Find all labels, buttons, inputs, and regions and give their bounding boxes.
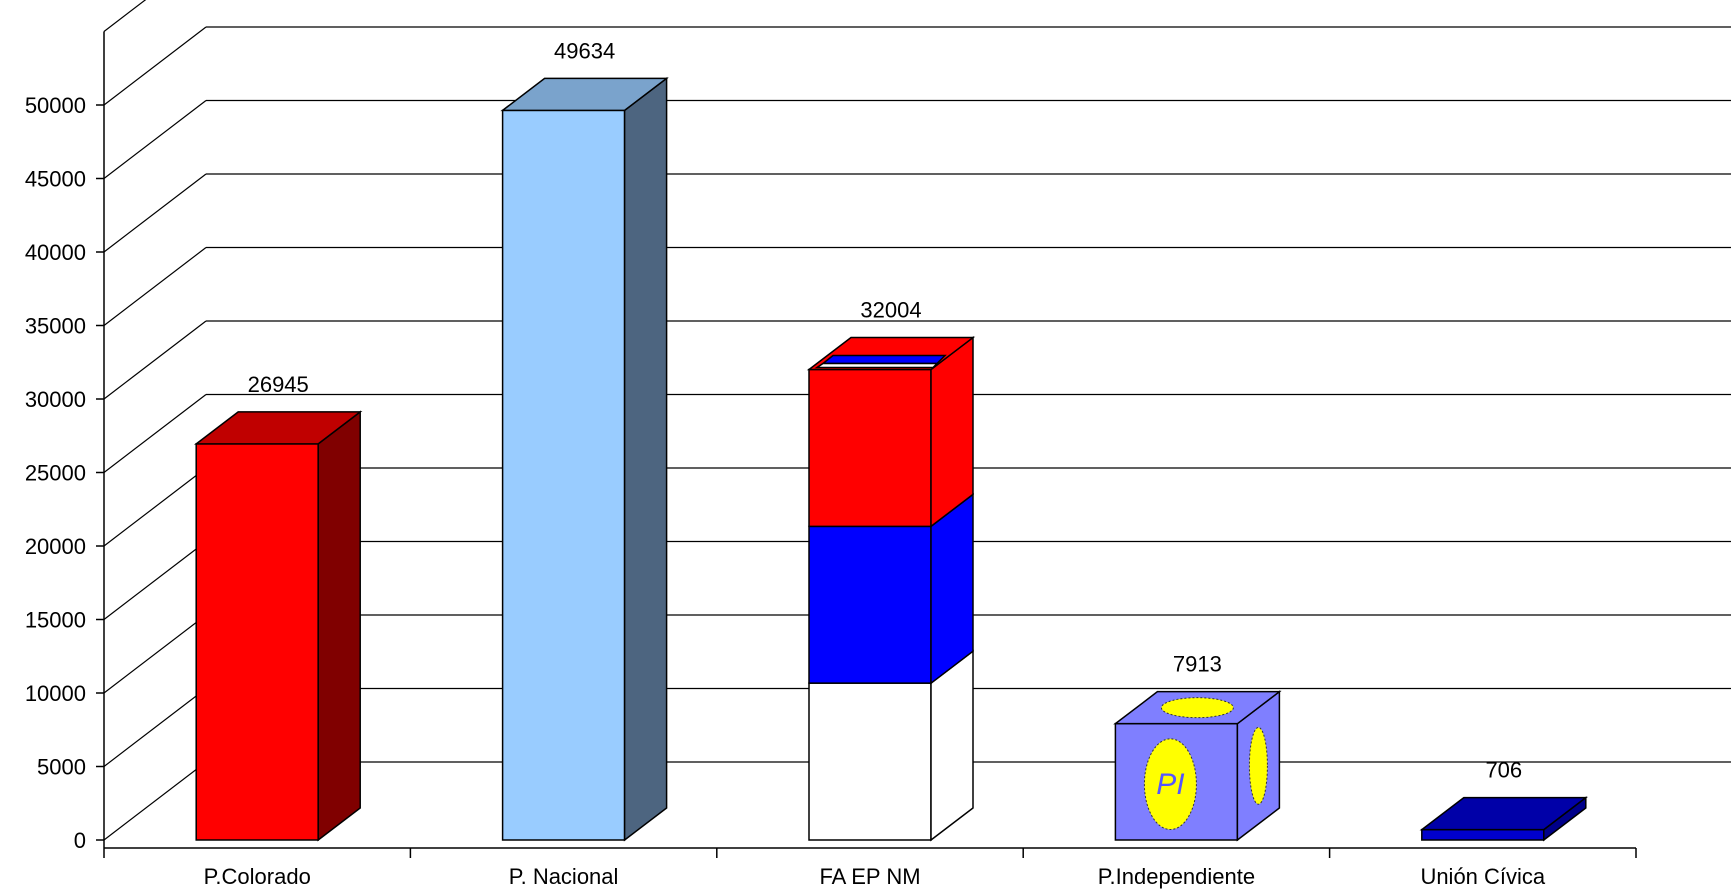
gridline-diagonal — [103, 320, 207, 400]
gridline-diagonal — [103, 394, 207, 473]
data-labels: 26945 49634 32004 7913 706 — [248, 38, 1523, 782]
bar-top — [193, 411, 363, 445]
bar-front — [195, 443, 319, 841]
bar-p-independiente: PI — [1113, 690, 1282, 842]
bar-side-band — [930, 649, 974, 842]
bars: PI — [193, 76, 1589, 842]
pi-emblem-icon — [1143, 738, 1197, 831]
y-tick-label: 10000 — [25, 681, 86, 706]
bar-top — [1419, 796, 1589, 831]
bar-p-colorado — [193, 410, 363, 842]
bar-side-band — [930, 492, 974, 685]
gridline-diagonal — [103, 173, 207, 253]
data-label-fa-ep-nm: 32004 — [860, 298, 921, 323]
bar-front-band — [808, 682, 932, 841]
y-tick-label: 25000 — [25, 461, 86, 486]
y-tick-label: 35000 — [25, 314, 86, 339]
bar-front — [1421, 828, 1545, 841]
y-tick-label: 45000 — [25, 167, 86, 192]
y-tick-label: 0 — [74, 828, 86, 853]
bar-union-civica — [1419, 796, 1589, 842]
data-label-p-nacional: 49634 — [554, 38, 615, 63]
category-label-p-colorado: P.Colorado — [204, 864, 311, 889]
bar-top-stripe — [820, 354, 947, 365]
pi-emblem-side-icon — [1248, 726, 1268, 805]
y-tick-label: 15000 — [25, 608, 86, 633]
category-label-fa-ep-nm: FA EP NM — [819, 864, 920, 889]
bar-p-nacional — [500, 76, 669, 842]
bar-front-band — [808, 525, 932, 684]
gridline-diagonal — [103, 247, 207, 326]
gridline-diagonal — [103, 541, 207, 620]
gridline-diagonal — [103, 688, 207, 767]
data-label-union-civica: 706 — [1485, 758, 1522, 783]
y-tick-labels: 0 5000 10000 15000 20000 25000 30000 35000 40000… — [25, 93, 104, 853]
data-label-p-colorado: 26945 — [248, 372, 309, 397]
y-tick-label: 30000 — [25, 387, 86, 412]
axes — [103, 31, 1637, 858]
bar-front — [501, 109, 626, 841]
category-labels: P.Colorado P. Nacional FA EP NM P.Independi… — [204, 864, 1546, 889]
gridline-diagonal — [103, 100, 207, 179]
category-label-p-nacional: P. Nacional — [509, 864, 619, 889]
y-tick-label: 5000 — [37, 755, 86, 780]
pi-emblem-top-icon — [1160, 697, 1234, 719]
y-tick-label: 50000 — [25, 93, 86, 118]
category-label-union-civica: Unión Cívica — [1420, 864, 1545, 889]
bar-side-band — [930, 336, 974, 528]
gridline-diagonal — [103, 26, 207, 106]
gridline-diagonal — [103, 761, 207, 841]
y-tick-label: 20000 — [25, 534, 86, 559]
category-label-p-independiente: P.Independiente — [1098, 864, 1255, 889]
gridline-diagonal — [103, 614, 207, 694]
bar-side — [623, 76, 668, 842]
pi-emblem-text: PI — [1156, 768, 1184, 801]
bar-side — [317, 410, 361, 842]
bar-top-stripe — [814, 362, 939, 369]
bar-fa-ep-nm — [806, 336, 976, 842]
gridline-diagonal — [103, 0, 147, 32]
bar-front-band — [808, 368, 932, 528]
data-label-p-independiente: 7913 — [1173, 652, 1222, 677]
bar-top — [500, 77, 669, 112]
gridline-diagonal — [103, 467, 207, 547]
y-tick-label: 40000 — [25, 240, 86, 265]
